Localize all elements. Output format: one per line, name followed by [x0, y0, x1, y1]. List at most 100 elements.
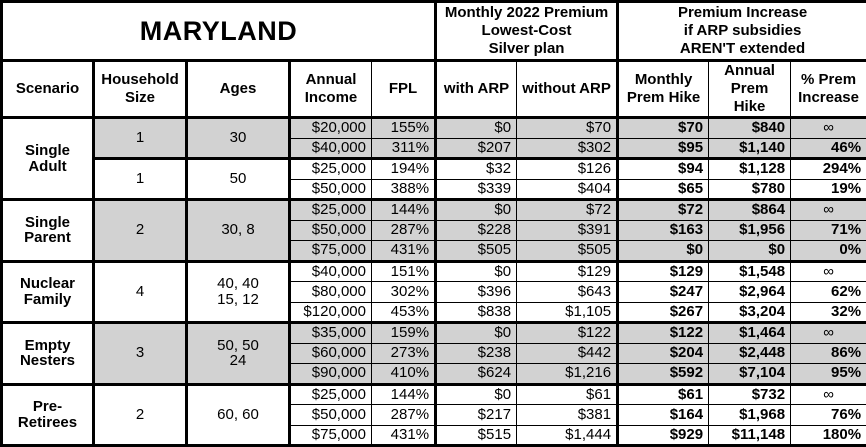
with-arp-cell: $0: [434, 321, 518, 344]
fpl-cell: 388%: [370, 178, 437, 200]
fpl-cell: 159%: [370, 321, 437, 344]
household-size-cell: 1: [92, 157, 187, 200]
household-size-cell: 4: [92, 259, 187, 323]
annual-hike-cell: $1,464: [708, 321, 792, 344]
monthly-hike-cell: $72: [616, 198, 710, 221]
with-arp-cell: $624: [434, 363, 518, 385]
ages-cell: 50, 50 24: [185, 321, 290, 385]
pct-increase-cell: ∞: [790, 259, 866, 282]
with-arp-cell: $32: [434, 157, 518, 180]
income-cell: $90,000: [288, 363, 372, 385]
without-arp-cell: $122: [516, 321, 619, 344]
fpl-cell: 273%: [370, 342, 437, 364]
fpl-cell: 431%: [370, 240, 437, 262]
income-cell: $35,000: [288, 321, 372, 344]
income-cell: $20,000: [288, 116, 372, 139]
without-arp-cell: $381: [516, 404, 619, 426]
income-cell: $50,000: [288, 404, 372, 426]
annual-hike-cell: $840: [708, 116, 792, 139]
fpl-cell: 431%: [370, 424, 437, 446]
scenario-cell: Pre- Retirees: [1, 382, 94, 446]
monthly-hike-cell: $164: [616, 404, 710, 426]
col-header-scenario: Scenario: [1, 60, 94, 119]
fpl-cell: 453%: [370, 301, 437, 323]
pct-increase-cell: 86%: [790, 342, 866, 364]
income-cell: $120,000: [288, 301, 372, 323]
annual-hike-cell: $1,128: [708, 157, 792, 180]
table-title: MARYLAND: [0, 0, 438, 62]
income-cell: $25,000: [288, 382, 372, 405]
with-arp-cell: $0: [434, 259, 518, 282]
without-arp-cell: $404: [516, 178, 619, 200]
income-cell: $50,000: [288, 219, 372, 241]
pct-increase-cell: 76%: [790, 404, 866, 426]
fpl-cell: 144%: [370, 198, 437, 221]
scenario-cell: Single Adult: [1, 116, 94, 200]
annual-hike-cell: $3,204: [708, 301, 792, 323]
pct-increase-cell: 95%: [790, 363, 866, 385]
monthly-hike-cell: $94: [616, 157, 710, 180]
annual-hike-cell: $2,448: [708, 342, 792, 364]
without-arp-cell: $1,105: [516, 301, 619, 323]
annual-hike-cell: $1,968: [708, 404, 792, 426]
income-cell: $40,000: [288, 259, 372, 282]
pct-increase-cell: ∞: [790, 198, 866, 221]
fpl-cell: 151%: [370, 259, 437, 282]
col-header-fpl: FPL: [370, 60, 437, 119]
col-header-household-size: Household Size: [92, 60, 187, 119]
with-arp-cell: $0: [434, 116, 518, 139]
col-header-annual-prem-hike: Annual Prem Hike: [708, 60, 792, 119]
income-cell: $80,000: [288, 281, 372, 303]
pct-increase-cell: ∞: [790, 321, 866, 344]
pct-increase-cell: 32%: [790, 301, 866, 323]
scenario-cell: Single Parent: [1, 198, 94, 262]
pct-increase-cell: ∞: [790, 116, 866, 139]
with-arp-cell: $228: [434, 219, 518, 241]
pct-increase-cell: 0%: [790, 240, 866, 262]
with-arp-cell: $838: [434, 301, 518, 323]
income-cell: $40,000: [288, 137, 372, 159]
ages-cell: 30: [185, 116, 290, 159]
monthly-hike-cell: $247: [616, 281, 710, 303]
income-cell: $75,000: [288, 424, 372, 446]
ages-cell: 60, 60: [185, 382, 290, 446]
with-arp-cell: $207: [434, 137, 518, 159]
monthly-hike-cell: $267: [616, 301, 710, 323]
monthly-hike-cell: $122: [616, 321, 710, 344]
col-header-with-arp: with ARP: [434, 60, 518, 119]
annual-hike-cell: $0: [708, 240, 792, 262]
with-arp-cell: $339: [434, 178, 518, 200]
with-arp-cell: $238: [434, 342, 518, 364]
increase-section-header: Premium Increase if ARP subsidies AREN'T…: [616, 0, 866, 62]
without-arp-cell: $1,444: [516, 424, 619, 446]
ages-cell: 40, 40 15, 12: [185, 259, 290, 323]
without-arp-cell: $442: [516, 342, 619, 364]
monthly-hike-cell: $204: [616, 342, 710, 364]
household-size-cell: 2: [92, 382, 187, 446]
monthly-hike-cell: $70: [616, 116, 710, 139]
household-size-cell: 3: [92, 321, 187, 385]
income-cell: $60,000: [288, 342, 372, 364]
pct-increase-cell: 62%: [790, 281, 866, 303]
col-header-annual-income: Annual Income: [288, 60, 372, 119]
premium-section-header: Monthly 2022 Premium Lowest-Cost Silver …: [434, 0, 620, 62]
without-arp-cell: $126: [516, 157, 619, 180]
without-arp-cell: $129: [516, 259, 619, 282]
annual-hike-cell: $1,956: [708, 219, 792, 241]
pct-increase-cell: 19%: [790, 178, 866, 200]
annual-hike-cell: $732: [708, 382, 792, 405]
without-arp-cell: $505: [516, 240, 619, 262]
household-size-cell: 1: [92, 116, 187, 159]
household-size-cell: 2: [92, 198, 187, 262]
pct-increase-cell: 180%: [790, 424, 866, 446]
annual-hike-cell: $11,148: [708, 424, 792, 446]
fpl-cell: 155%: [370, 116, 437, 139]
pct-increase-cell: ∞: [790, 382, 866, 405]
annual-hike-cell: $1,548: [708, 259, 792, 282]
annual-hike-cell: $864: [708, 198, 792, 221]
with-arp-cell: $515: [434, 424, 518, 446]
pct-increase-cell: 46%: [790, 137, 866, 159]
col-header-without-arp: without ARP: [516, 60, 619, 119]
without-arp-cell: $61: [516, 382, 619, 405]
